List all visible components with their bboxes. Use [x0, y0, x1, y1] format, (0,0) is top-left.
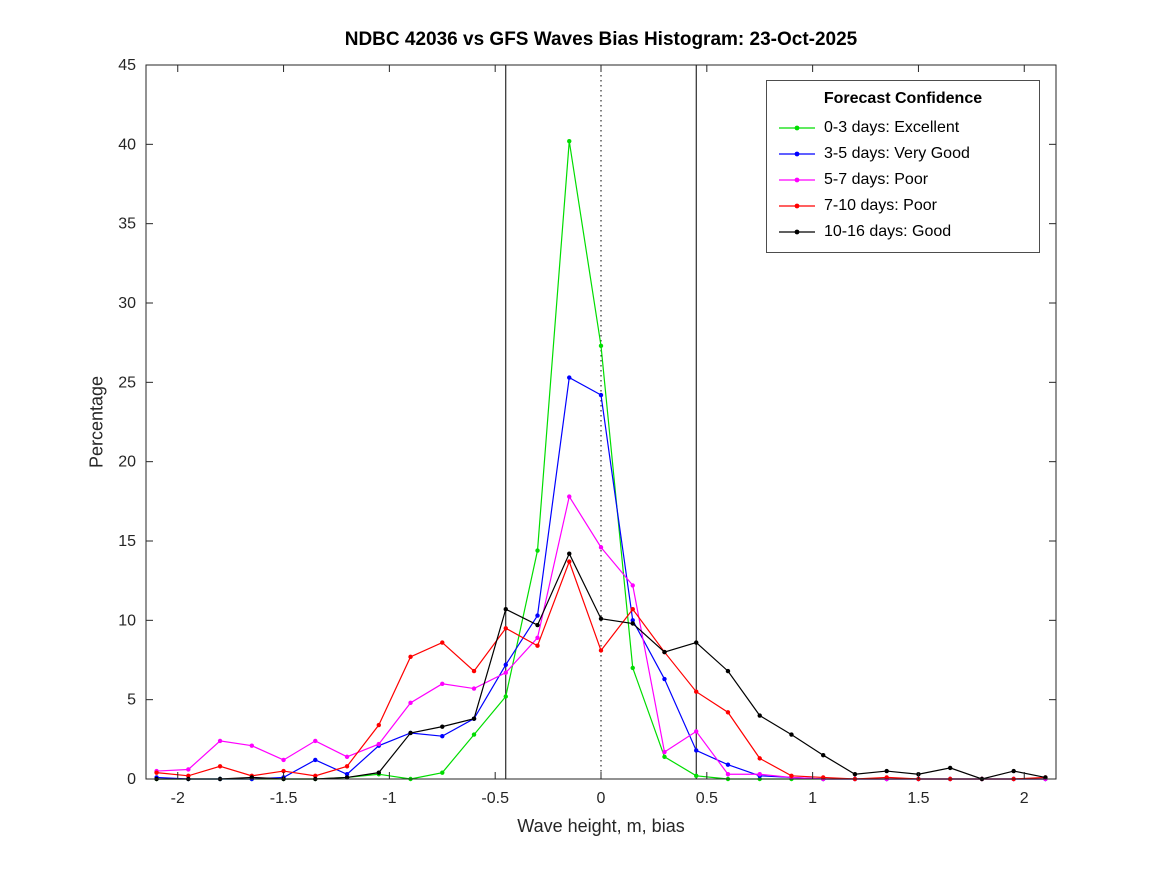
- legend-item-label: 7-10 days: Poor: [824, 197, 937, 214]
- svg-text:-1.5: -1.5: [270, 790, 298, 807]
- legend-item-label: 0-3 days: Excellent: [824, 119, 960, 136]
- svg-text:0: 0: [127, 771, 136, 788]
- svg-text:-0.5: -0.5: [481, 790, 509, 807]
- chart-title: NDBC 42036 vs GFS Waves Bias Histogram: …: [344, 29, 858, 50]
- legend-item: 3-5 days: Very Good: [767, 141, 1039, 167]
- legend-line-sample: [779, 203, 815, 209]
- svg-text:10: 10: [118, 612, 136, 629]
- legend-item: 7-10 days: Poor: [767, 193, 1039, 219]
- legend-line-sample: [779, 177, 815, 183]
- x-axis-label: Wave height, m, bias: [517, 816, 685, 836]
- legend-item-label: 10-16 days: Good: [824, 223, 952, 240]
- svg-text:25: 25: [118, 374, 136, 391]
- svg-text:40: 40: [118, 136, 136, 153]
- legend: Forecast Confidence 0-3 days: Excellent 3…: [766, 80, 1040, 253]
- svg-text:20: 20: [118, 454, 136, 471]
- svg-text:5: 5: [127, 692, 136, 709]
- svg-text:0.5: 0.5: [696, 790, 718, 807]
- legend-title: Forecast Confidence: [823, 90, 983, 107]
- svg-text:35: 35: [118, 216, 136, 233]
- svg-text:1: 1: [808, 790, 817, 807]
- svg-text:15: 15: [118, 533, 136, 550]
- svg-text:30: 30: [118, 295, 136, 312]
- legend-line-sample: [779, 229, 815, 235]
- legend-item-label: 5-7 days: Poor: [824, 171, 929, 188]
- legend-item: 10-16 days: Good: [767, 219, 1039, 245]
- svg-text:1.5: 1.5: [907, 790, 929, 807]
- svg-text:-2: -2: [171, 790, 185, 807]
- legend-item: 0-3 days: Excellent: [767, 115, 1039, 141]
- svg-text:0: 0: [597, 790, 606, 807]
- svg-text:45: 45: [118, 57, 136, 74]
- legend-line-sample: [779, 151, 815, 157]
- legend-item: 5-7 days: Poor: [767, 167, 1039, 193]
- legend-items: 0-3 days: Excellent 3-5 days: Very Good 5-…: [767, 115, 1039, 245]
- svg-text:2: 2: [1020, 790, 1029, 807]
- legend-item-label: 3-5 days: Very Good: [824, 145, 970, 162]
- svg-text:-1: -1: [382, 790, 396, 807]
- legend-line-sample: [779, 125, 815, 131]
